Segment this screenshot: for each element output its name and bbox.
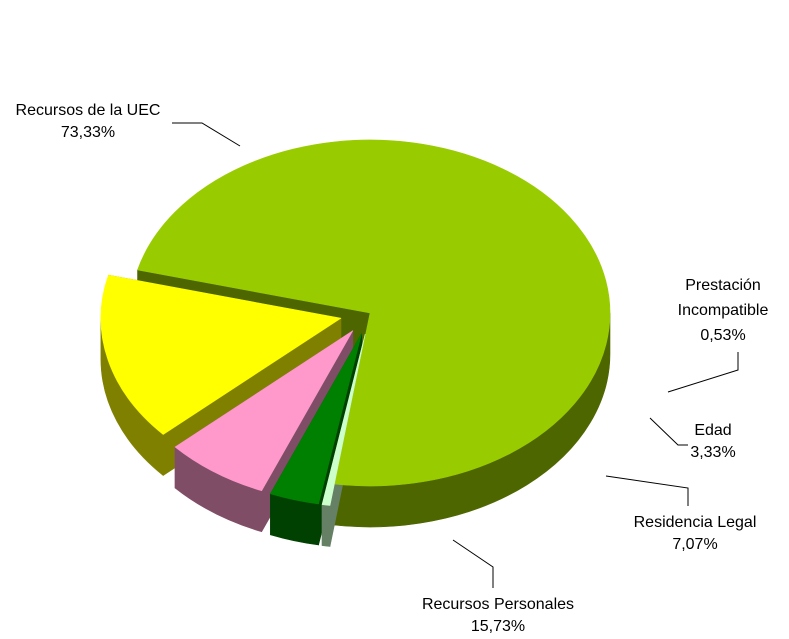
slice-edad	[270, 333, 362, 505]
slice-name: Recursos de la UEC	[15, 102, 161, 119]
leader-lines	[172, 122, 739, 588]
slice-name: Recursos Personales	[421, 596, 575, 613]
slice-recursos-personales	[100, 274, 342, 435]
slice-value: 0,53%	[700, 327, 746, 344]
leader-line-residencia-legal	[605, 475, 689, 506]
slice-side-prestacion-incompatible-0	[321, 504, 331, 547]
slice-name: Edad	[694, 422, 732, 439]
slice-prestacion-incompatible	[321, 334, 366, 506]
slice-value: 7,07%	[672, 536, 718, 553]
slice-label-residencia-legal: Residencia Legal 7,07%	[610, 512, 780, 556]
slice-label-edad: Edad 3,33%	[668, 420, 758, 464]
slice-label-recursos-personales: Recursos Personales 15,73%	[398, 594, 598, 638]
leader-line-prestacion-incompatible	[667, 352, 739, 393]
slice-value: 73,33%	[60, 124, 116, 141]
slice-label-recursos-de-la-uec: Recursos de la UEC 73,33%	[0, 100, 176, 144]
slice-value: 15,73%	[470, 618, 526, 635]
slice-name-line-1: Prestación	[685, 277, 761, 294]
slice-label-prestacion-incompatible: Prestación Incompatible 0,53%	[658, 273, 788, 348]
slice-name: Residencia Legal	[633, 514, 757, 531]
pie-tops	[100, 139, 611, 506]
leader-line-recursos-personales	[452, 539, 494, 588]
leader-line-recursos-de-la-uec	[172, 122, 241, 147]
leader-line-edad	[649, 417, 688, 446]
slice-name-line-2: Incompatible	[677, 302, 769, 319]
slice-recursos-de-la-uec	[137, 139, 611, 487]
slice-residencia-legal	[174, 330, 354, 492]
slice-value: 3,33%	[690, 444, 736, 461]
